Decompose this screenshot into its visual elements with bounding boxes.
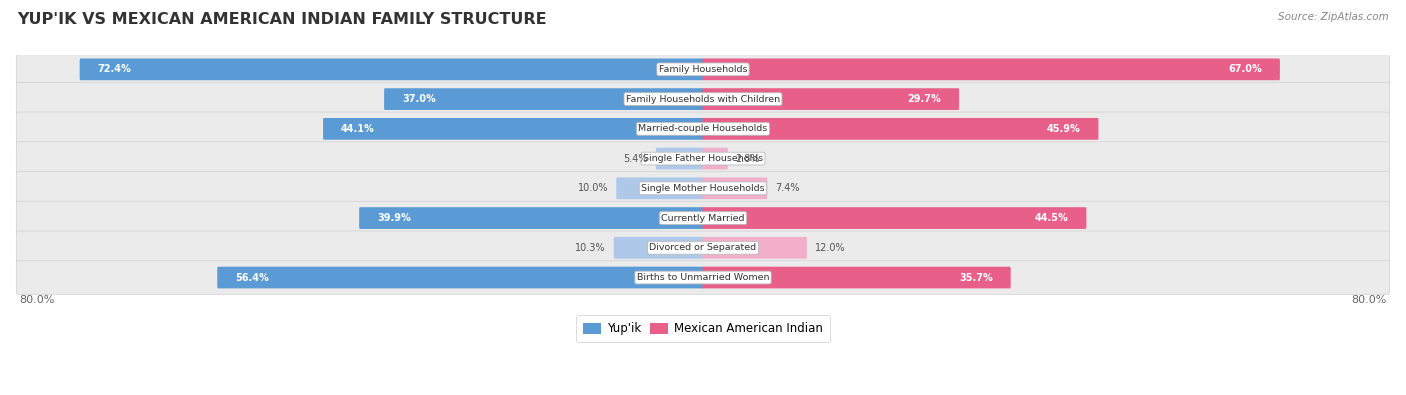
Text: YUP'IK VS MEXICAN AMERICAN INDIAN FAMILY STRUCTURE: YUP'IK VS MEXICAN AMERICAN INDIAN FAMILY… [17,12,547,27]
FancyBboxPatch shape [703,88,959,110]
FancyBboxPatch shape [17,231,1389,265]
FancyBboxPatch shape [614,237,703,259]
Text: 72.4%: 72.4% [97,64,131,74]
FancyBboxPatch shape [703,148,728,169]
Text: 80.0%: 80.0% [20,295,55,305]
Text: Married-couple Households: Married-couple Households [638,124,768,134]
Text: 37.0%: 37.0% [402,94,436,104]
Text: Single Father Households: Single Father Households [643,154,763,163]
Text: Source: ZipAtlas.com: Source: ZipAtlas.com [1278,12,1389,22]
FancyBboxPatch shape [323,118,703,140]
FancyBboxPatch shape [703,237,807,259]
Text: 56.4%: 56.4% [235,273,269,282]
Text: Family Households with Children: Family Households with Children [626,95,780,103]
Text: 80.0%: 80.0% [1351,295,1386,305]
FancyBboxPatch shape [17,261,1389,294]
Text: 45.9%: 45.9% [1047,124,1081,134]
FancyBboxPatch shape [17,201,1389,235]
FancyBboxPatch shape [80,58,703,80]
Text: 44.5%: 44.5% [1035,213,1069,223]
FancyBboxPatch shape [703,58,1279,80]
FancyBboxPatch shape [703,118,1098,140]
Text: Births to Unmarried Women: Births to Unmarried Women [637,273,769,282]
FancyBboxPatch shape [359,207,703,229]
FancyBboxPatch shape [703,267,1011,288]
Text: 67.0%: 67.0% [1229,64,1263,74]
Text: 5.4%: 5.4% [623,154,648,164]
Text: Family Households: Family Households [659,65,747,74]
Text: 7.4%: 7.4% [775,183,800,193]
FancyBboxPatch shape [17,53,1389,86]
FancyBboxPatch shape [655,148,703,169]
Text: Single Mother Households: Single Mother Households [641,184,765,193]
Text: 12.0%: 12.0% [815,243,845,253]
FancyBboxPatch shape [703,177,768,199]
FancyBboxPatch shape [703,207,1087,229]
Legend: Yup'ik, Mexican American Indian: Yup'ik, Mexican American Indian [576,315,830,342]
Text: Currently Married: Currently Married [661,214,745,222]
Text: 39.9%: 39.9% [377,213,411,223]
FancyBboxPatch shape [384,88,703,110]
FancyBboxPatch shape [17,142,1389,175]
Text: 29.7%: 29.7% [907,94,941,104]
Text: 10.0%: 10.0% [578,183,609,193]
FancyBboxPatch shape [17,112,1389,146]
FancyBboxPatch shape [17,82,1389,116]
FancyBboxPatch shape [616,177,703,199]
Text: 35.7%: 35.7% [959,273,993,282]
Text: 10.3%: 10.3% [575,243,606,253]
FancyBboxPatch shape [218,267,703,288]
Text: 44.1%: 44.1% [340,124,374,134]
Text: Divorced or Separated: Divorced or Separated [650,243,756,252]
FancyBboxPatch shape [17,171,1389,205]
Text: 2.8%: 2.8% [735,154,761,164]
